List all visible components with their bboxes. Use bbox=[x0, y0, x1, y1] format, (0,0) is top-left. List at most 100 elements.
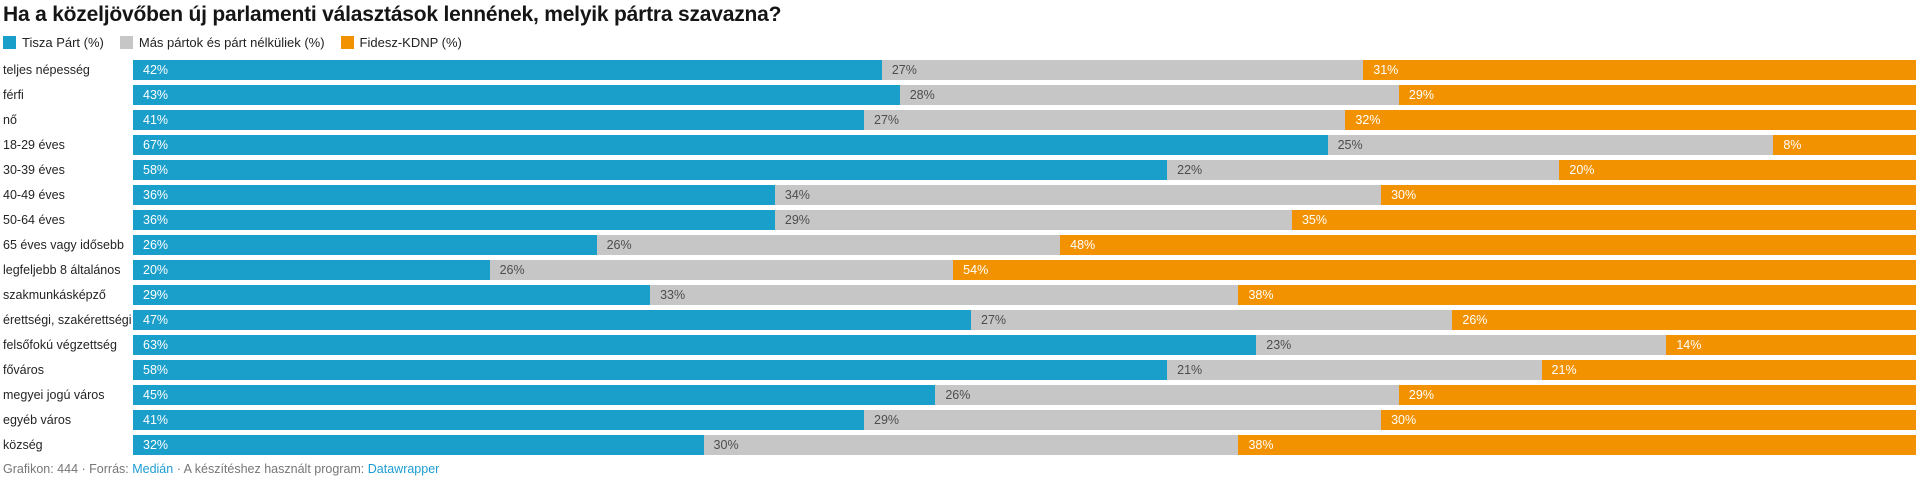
legend-item-fidesz: Fidesz-KDNP (%) bbox=[340, 35, 462, 50]
bar-segment-tisza: 36% bbox=[133, 209, 775, 230]
bar-segment-tisza: 58% bbox=[133, 159, 1168, 180]
bar-segment-fidesz: 30% bbox=[1381, 409, 1916, 430]
bar-segment-fidesz: 31% bbox=[1363, 59, 1916, 80]
bar-row: férfi 43% 28% 29% bbox=[0, 82, 1916, 107]
value-label: 22% bbox=[1177, 162, 1203, 177]
value-label: 47% bbox=[143, 312, 169, 327]
category-label: érettségi, szakérettségi bbox=[3, 312, 132, 327]
category-label: legfeljebb 8 általános bbox=[3, 262, 121, 277]
footer-credit-text: Grafikon: 444 · Forrás: bbox=[3, 462, 133, 476]
value-label: 38% bbox=[1248, 437, 1274, 452]
bar-row: egyéb város 41% 29% 30% bbox=[0, 407, 1916, 432]
bar-track: 67% 25% 8% bbox=[133, 134, 1916, 155]
value-label: 8% bbox=[1783, 137, 1802, 152]
bar-segment-fidesz: 48% bbox=[1060, 234, 1916, 255]
bar-row: nő 41% 27% 32% bbox=[0, 107, 1916, 132]
value-label: 26% bbox=[945, 387, 971, 402]
bar-row: felsőfokú végzettség 63% 23% 14% bbox=[0, 332, 1916, 357]
footer-tool-link[interactable]: Datawrapper bbox=[367, 462, 440, 476]
bar-segment-fidesz: 38% bbox=[1238, 284, 1916, 305]
category-label: nő bbox=[3, 112, 17, 127]
value-label: 33% bbox=[660, 287, 686, 302]
value-label: 26% bbox=[143, 237, 169, 252]
bar-segment-others: 26% bbox=[935, 384, 1399, 405]
bar-segment-fidesz: 30% bbox=[1381, 184, 1916, 205]
bar-segment-tisza: 67% bbox=[133, 134, 1328, 155]
bar-track: 36% 29% 35% bbox=[133, 209, 1916, 230]
value-label: 27% bbox=[981, 312, 1007, 327]
bar-row: teljes népesség 42% 27% 31% bbox=[0, 57, 1916, 82]
bar-track: 36% 34% 30% bbox=[133, 184, 1916, 205]
bar-segment-fidesz: 54% bbox=[953, 259, 1916, 280]
bar-segment-fidesz: 32% bbox=[1345, 109, 1916, 130]
value-label: 32% bbox=[143, 437, 169, 452]
legend-swatch-fidesz-icon bbox=[340, 36, 354, 49]
legend-label-others: Más pártok és párt nélküliek (%) bbox=[138, 35, 325, 50]
bar-row: 30-39 éves 58% 22% 20% bbox=[0, 157, 1916, 182]
category-label: 30-39 éves bbox=[3, 162, 65, 177]
bar-segment-fidesz: 29% bbox=[1398, 84, 1916, 105]
bar-segment-tisza: 42% bbox=[133, 59, 882, 80]
value-label: 42% bbox=[143, 62, 169, 77]
value-label: 58% bbox=[143, 162, 169, 177]
value-label: 34% bbox=[784, 187, 810, 202]
bar-row: 40-49 éves 36% 34% 30% bbox=[0, 182, 1916, 207]
category-label: főváros bbox=[3, 362, 44, 377]
bar-segment-others: 30% bbox=[703, 434, 1239, 455]
bar-track: 47% 27% 26% bbox=[133, 309, 1916, 330]
value-label: 36% bbox=[143, 187, 169, 202]
category-label: szakmunkásképző bbox=[3, 287, 106, 302]
bar-segment-others: 25% bbox=[1327, 134, 1774, 155]
category-label: 65 éves vagy idősebb bbox=[3, 237, 124, 252]
value-label: 26% bbox=[1462, 312, 1488, 327]
bar-segment-fidesz: 8% bbox=[1773, 134, 1916, 155]
bar-track: 58% 22% 20% bbox=[133, 159, 1916, 180]
bar-segment-tisza: 36% bbox=[133, 184, 775, 205]
bar-track: 20% 26% 54% bbox=[133, 259, 1916, 280]
value-label: 30% bbox=[713, 437, 739, 452]
value-label: 20% bbox=[1569, 162, 1595, 177]
value-label: 27% bbox=[874, 112, 900, 127]
value-label: 32% bbox=[1355, 112, 1381, 127]
value-label: 25% bbox=[1337, 137, 1363, 152]
category-label: teljes népesség bbox=[3, 62, 90, 77]
bar-segment-fidesz: 29% bbox=[1398, 384, 1916, 405]
bar-segment-others: 26% bbox=[596, 234, 1061, 255]
bar-segment-fidesz: 38% bbox=[1238, 434, 1916, 455]
value-label: 26% bbox=[499, 262, 525, 277]
footer-middle-text: · A készítéshez használt program: bbox=[173, 462, 368, 476]
bar-row: szakmunkásképző 29% 33% 38% bbox=[0, 282, 1916, 307]
bar-segment-others: 29% bbox=[864, 409, 1382, 430]
value-label: 36% bbox=[143, 212, 169, 227]
bar-track: 43% 28% 29% bbox=[133, 84, 1916, 105]
bar-track: 29% 33% 38% bbox=[133, 284, 1916, 305]
bar-segment-tisza: 29% bbox=[133, 284, 651, 305]
bar-segment-others: 34% bbox=[774, 184, 1382, 205]
bar-segment-fidesz: 21% bbox=[1541, 359, 1916, 380]
value-label: 63% bbox=[143, 337, 169, 352]
value-label: 58% bbox=[143, 362, 169, 377]
legend-swatch-tisza-icon bbox=[3, 36, 16, 49]
value-label: 41% bbox=[143, 112, 169, 127]
legend-label-fidesz: Fidesz-KDNP (%) bbox=[359, 35, 462, 50]
value-label: 38% bbox=[1248, 287, 1274, 302]
bar-segment-others: 27% bbox=[881, 59, 1364, 80]
value-label: 23% bbox=[1266, 337, 1292, 352]
value-label: 41% bbox=[143, 412, 169, 427]
bar-segment-others: 21% bbox=[1167, 359, 1542, 380]
bar-chart-rows: teljes népesség 42% 27% 31% férfi 43% 28% 29% nő… bbox=[0, 57, 1916, 457]
bar-row: 18-29 éves 67% 25% 8% bbox=[0, 132, 1916, 157]
value-label: 48% bbox=[1070, 237, 1096, 252]
category-label: 40-49 éves bbox=[3, 187, 65, 202]
bar-segment-tisza: 32% bbox=[133, 434, 704, 455]
value-label: 26% bbox=[606, 237, 632, 252]
footer-source-link[interactable]: Medián bbox=[132, 462, 174, 476]
bar-segment-others: 28% bbox=[899, 84, 1399, 105]
value-label: 30% bbox=[1391, 412, 1417, 427]
value-label: 30% bbox=[1391, 187, 1417, 202]
bar-track: 63% 23% 14% bbox=[133, 334, 1916, 355]
bar-segment-tisza: 45% bbox=[133, 384, 936, 405]
bar-segment-tisza: 20% bbox=[133, 259, 490, 280]
bar-segment-fidesz: 14% bbox=[1666, 334, 1916, 355]
value-label: 54% bbox=[963, 262, 989, 277]
